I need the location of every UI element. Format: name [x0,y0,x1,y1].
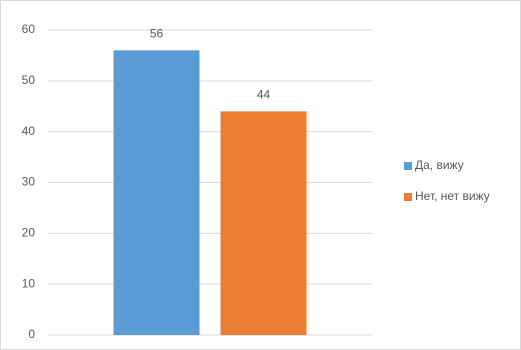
y-tick-label: 30 [22,175,36,189]
bar [220,111,307,335]
data-label: 44 [257,88,271,102]
y-tick-label: 20 [22,226,36,240]
legend-swatch [404,162,412,170]
y-tick-label: 60 [22,22,36,36]
y-tick-label: 40 [22,124,36,138]
legend-label: Да, вижу [415,158,464,172]
y-tick-label: 10 [22,276,36,290]
bar [113,50,200,335]
legend-label: Нет, нет вижу [415,189,490,203]
legend-swatch [404,193,412,201]
y-tick-label: 0 [28,327,35,341]
y-tick-label: 50 [22,73,36,87]
data-label: 56 [150,27,164,41]
